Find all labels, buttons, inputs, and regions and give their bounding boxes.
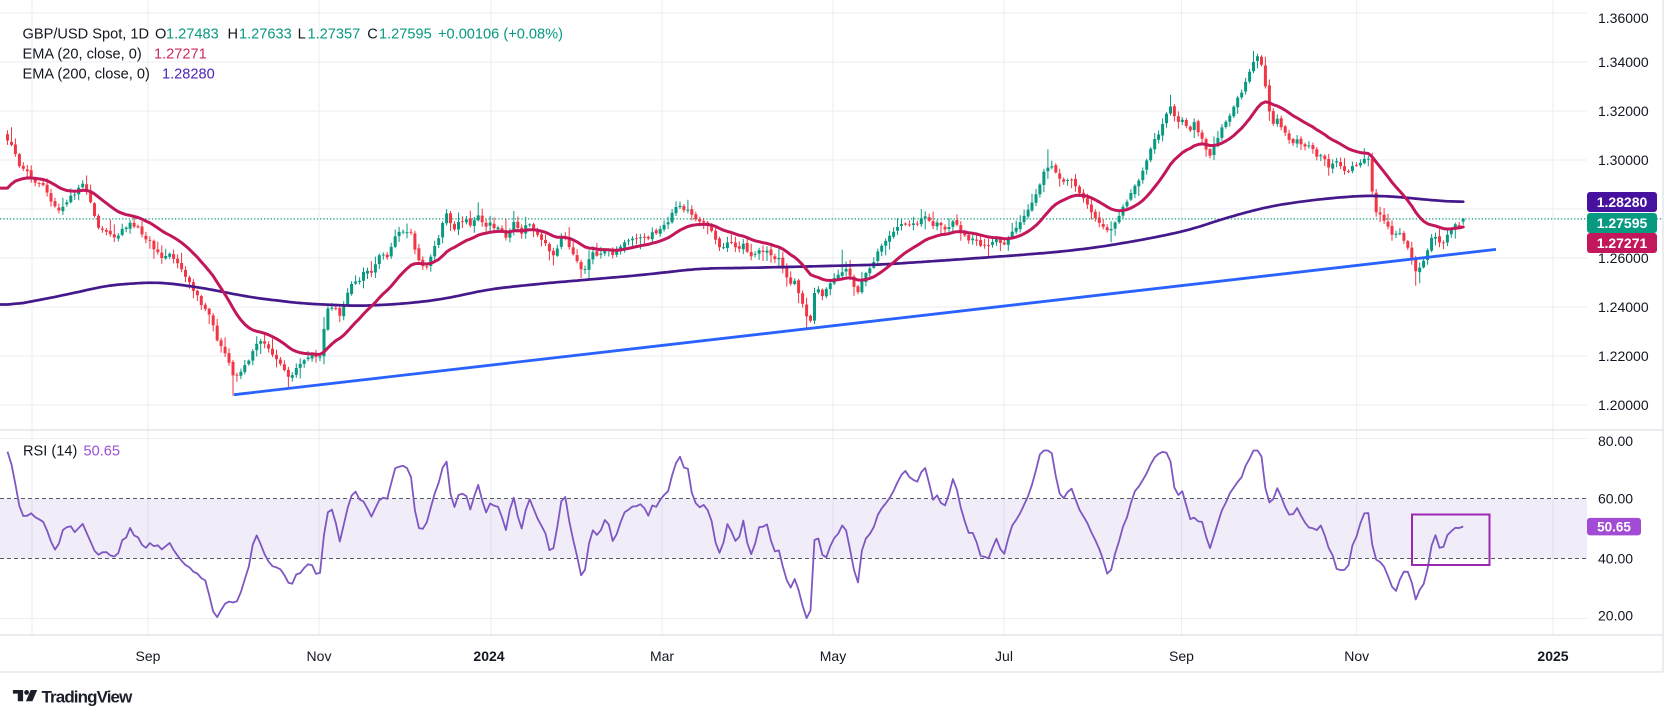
svg-text:Jul: Jul: [995, 648, 1013, 664]
svg-text:20.00: 20.00: [1598, 608, 1633, 624]
svg-text:1.27357: 1.27357: [308, 26, 361, 42]
svg-text:May: May: [820, 648, 846, 664]
svg-text:GBP/USD Spot, 1D: GBP/USD Spot, 1D: [23, 26, 150, 42]
svg-text:1.28280: 1.28280: [162, 67, 215, 83]
svg-text:80.00: 80.00: [1598, 433, 1633, 449]
svg-text:60.00: 60.00: [1598, 491, 1633, 507]
svg-text:1.30000: 1.30000: [1598, 152, 1649, 168]
svg-text:EMA (20, close, 0): EMA (20, close, 0): [23, 47, 142, 63]
svg-text:Mar: Mar: [650, 648, 674, 664]
svg-text:Nov: Nov: [307, 648, 332, 664]
svg-text:1.27595: 1.27595: [1597, 215, 1648, 231]
svg-text:1.36000: 1.36000: [1598, 10, 1649, 26]
svg-text:Nov: Nov: [1344, 648, 1369, 664]
svg-text:H: H: [228, 26, 239, 42]
svg-text:2024: 2024: [473, 648, 504, 664]
svg-text:1.27483: 1.27483: [166, 26, 219, 42]
svg-text:2025: 2025: [1537, 648, 1568, 664]
svg-text:40.00: 40.00: [1598, 551, 1633, 567]
svg-text:RSI (14): RSI (14): [23, 444, 77, 460]
svg-text:50.65: 50.65: [84, 444, 121, 460]
svg-text:1.27633: 1.27633: [239, 26, 292, 42]
svg-text:50.65: 50.65: [1597, 520, 1631, 535]
svg-text:1.32000: 1.32000: [1598, 103, 1649, 119]
svg-text:C: C: [367, 26, 378, 42]
svg-text:1.27271: 1.27271: [1597, 235, 1648, 251]
svg-text:EMA (200, close, 0): EMA (200, close, 0): [23, 67, 150, 83]
svg-text:1.26000: 1.26000: [1598, 250, 1649, 266]
svg-text:O: O: [155, 26, 166, 42]
svg-text:Sep: Sep: [1169, 648, 1194, 664]
svg-text:Sep: Sep: [136, 648, 161, 664]
svg-text:L: L: [298, 26, 306, 42]
svg-text:1.20000: 1.20000: [1598, 397, 1649, 413]
svg-text:1.22000: 1.22000: [1598, 348, 1649, 364]
svg-text:1.24000: 1.24000: [1598, 299, 1649, 315]
svg-text:1.34000: 1.34000: [1598, 54, 1649, 70]
svg-text:+0.00106 (+0.08%): +0.00106 (+0.08%): [438, 26, 563, 42]
svg-text:1.28280: 1.28280: [1597, 194, 1648, 210]
svg-text:1.27595: 1.27595: [379, 26, 432, 42]
svg-text:TradingView: TradingView: [42, 688, 134, 707]
svg-text:1.27271: 1.27271: [154, 47, 207, 63]
